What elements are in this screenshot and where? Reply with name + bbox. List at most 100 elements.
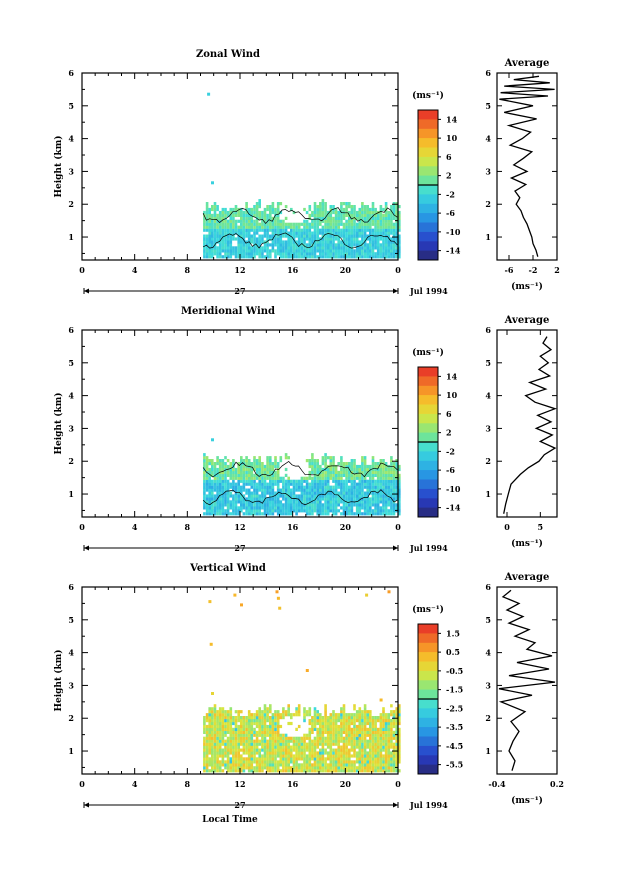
colorbar-swatch: [418, 736, 438, 747]
heatmap-cell: [342, 763, 346, 767]
heatmap-cell: [316, 716, 319, 720]
heatmap-cell: [279, 724, 283, 729]
heatmap-cell: [290, 503, 293, 507]
heatmap-cell: [319, 754, 322, 758]
heatmap-cell: [203, 500, 206, 504]
heatmap-cell: [226, 485, 230, 489]
heatmap-cell: [374, 739, 377, 743]
heatmap-cell: [384, 509, 388, 513]
heatmap-cell: [340, 240, 343, 244]
heatmap-cell: [363, 724, 367, 729]
heatmap-cell: [369, 769, 372, 773]
heatmap-cell: [213, 225, 217, 229]
heatmap-cell: [374, 485, 377, 489]
heatmap-cell: [363, 225, 367, 229]
heatmap-cell: [348, 205, 351, 209]
heatmap-cell: [326, 246, 330, 250]
heatmap-cell: [326, 228, 330, 232]
heatmap-cell: [395, 751, 398, 755]
heatmap-cell: [287, 252, 290, 256]
heatmap-cell: [221, 733, 225, 737]
heatmap-cell: [224, 733, 227, 737]
heatmap-cell: [384, 246, 388, 250]
heatmap-cell: [376, 739, 380, 743]
heatmap-cell: [395, 246, 398, 250]
heatmap-cell: [387, 246, 391, 250]
heatmap-cell: [379, 485, 383, 489]
heatmap-cell: [263, 739, 267, 743]
heatmap-cell: [313, 500, 317, 504]
heatmap-cell: [326, 766, 330, 770]
colorbar-swatch: [418, 699, 438, 709]
heatmap-cell: [211, 491, 214, 495]
heatmap-cell: [313, 721, 317, 726]
heatmap-cell: [358, 745, 362, 749]
heatmap-cell: [216, 246, 219, 250]
heatmap-cell: [321, 237, 325, 241]
heatmap-cell: [371, 464, 375, 469]
heatmap-cell: [374, 716, 377, 720]
heatmap-cell: [274, 506, 277, 510]
heatmap-cell: [211, 512, 214, 516]
heatmap-cell: [334, 476, 338, 480]
heatmap-cell: [208, 462, 211, 466]
heatmap-cell: [253, 456, 256, 460]
heatmap-cell: [282, 736, 285, 740]
heatmap-cell: [245, 760, 248, 764]
heatmap-cell: [311, 494, 314, 498]
heatmap-cell: [371, 763, 375, 767]
x-tick-label: 20: [340, 522, 352, 532]
heatmap-cell: [384, 243, 388, 247]
heatmap-cell: [363, 252, 367, 256]
heatmap-cell: [308, 512, 312, 516]
heatmap-cell: [258, 255, 261, 259]
heatmap-cell: [355, 742, 359, 746]
heatmap-cell: [342, 234, 346, 238]
contour-line: [202, 232, 398, 249]
heatmap-cell: [374, 757, 377, 761]
heatmap-cell: [205, 255, 209, 259]
heatmap-cell: [245, 228, 248, 232]
heatmap-cell: [269, 497, 272, 501]
heatmap-cell: [221, 707, 225, 711]
heatmap-cell: [218, 467, 222, 472]
heatmap-cell: [247, 231, 251, 235]
heatmap-cell: [211, 255, 214, 259]
heatmap-cell: [332, 769, 335, 773]
heatmap-cell: [324, 453, 327, 457]
heatmap-cell: [303, 222, 306, 226]
colorbar-swatch: [418, 652, 438, 662]
heatmap-cell: [313, 739, 317, 743]
heatmap-cell: [311, 716, 314, 720]
heatmap-cell: [216, 713, 219, 717]
heatmap-cell: [345, 721, 348, 726]
heatmap-cell: [245, 500, 248, 504]
heatmap-cell: [245, 205, 248, 209]
heatmap-cell: [321, 470, 325, 474]
heatmap-cell: [392, 252, 396, 256]
heatmap-cell: [240, 491, 243, 495]
heatmap-cell: [255, 482, 259, 486]
heatmap-cell: [345, 497, 348, 501]
heatmap-cell: [348, 754, 351, 758]
heatmap-cell: [213, 710, 217, 714]
heatmap-cell: [203, 464, 206, 469]
heatmap-cell: [221, 497, 225, 501]
heatmap-cell: [316, 467, 319, 472]
heatmap-cell: [387, 213, 391, 217]
heatmap-cell: [390, 482, 393, 486]
heatmap-cell: [390, 246, 393, 250]
heatmap-cell: [379, 494, 383, 498]
heatmap-cell: [392, 763, 396, 767]
heatmap-cell: [390, 763, 393, 767]
heatmap-cell: [382, 506, 385, 510]
heatmap-cell: [332, 710, 335, 714]
heatmap-cell: [390, 456, 393, 460]
heatmap-cell: [334, 216, 338, 220]
heatmap-cell: [274, 739, 277, 743]
heatmap-cell: [353, 219, 356, 223]
colorbar-swatch: [418, 166, 438, 177]
heatmap-cell: [376, 222, 380, 226]
heatmap-cell: [253, 240, 256, 244]
heatmap-cell: [253, 252, 256, 256]
